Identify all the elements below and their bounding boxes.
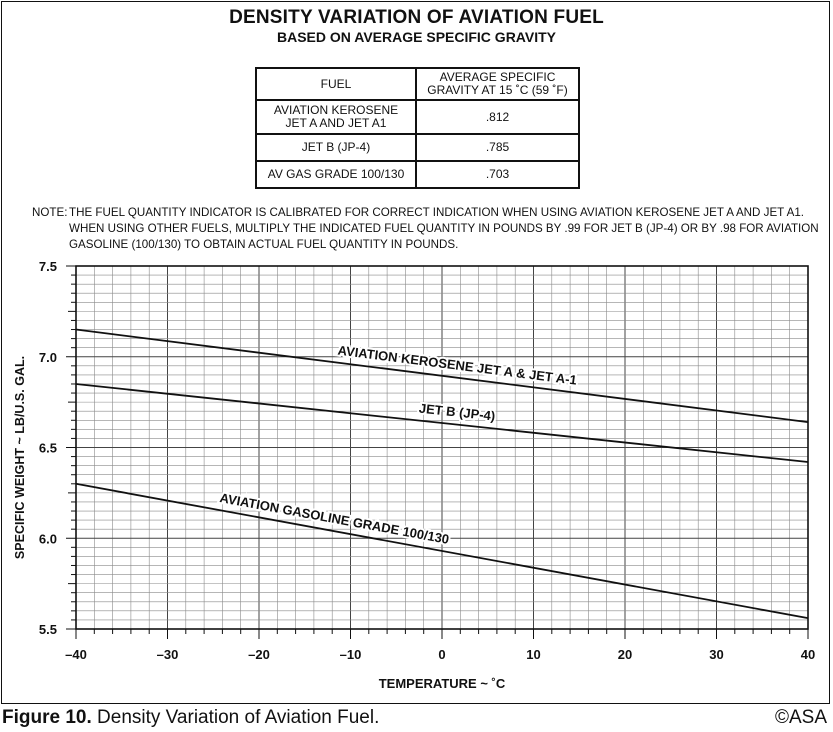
x-tick-label: –30 xyxy=(157,647,179,662)
table-row: JET B (JP-4) .785 xyxy=(255,133,580,162)
y-tick-label: 7.5 xyxy=(39,259,57,274)
series-line xyxy=(75,482,809,619)
chart-subtitle: BASED ON AVERAGE SPECIFIC GRAVITY xyxy=(277,29,556,45)
table-cell-fuel-line: AVIATION KEROSENE xyxy=(273,103,399,117)
y-tick-label: 7.0 xyxy=(39,350,57,365)
table-cell-fuel: AV GAS GRADE 100/130 xyxy=(255,160,417,189)
figure-caption: Figure 10. Density Variation of Aviation… xyxy=(2,707,379,729)
table-header-gravity-line: AVERAGE SPECIFIC xyxy=(439,70,556,84)
y-tick-label: 6.5 xyxy=(39,441,57,456)
figure-frame xyxy=(1,1,830,704)
y-axis-label: SPECIFIC WEIGHT ~ LB/U.S. GAL. xyxy=(13,356,27,559)
note-text: THE FUEL QUANTITY INDICATOR IS CALIBRATE… xyxy=(69,206,819,251)
table-header-gravity: AVERAGE SPECIFIC GRAVITY AT 15 ˚C (59 ˚F) xyxy=(415,67,580,101)
series-line xyxy=(75,328,809,423)
table-row: AV GAS GRADE 100/130 .703 xyxy=(255,160,580,189)
table-header-row: FUEL AVERAGE SPECIFIC GRAVITY AT 15 ˚C (5… xyxy=(255,67,580,101)
table-cell-fuel: JET B (JP-4) xyxy=(255,133,417,162)
x-tick-label: 30 xyxy=(709,647,723,662)
table-cell-fuel: AVIATION KEROSENE JET A AND JET A1 xyxy=(255,99,417,135)
x-tick-label: 20 xyxy=(618,647,632,662)
x-tick-label: 10 xyxy=(526,647,540,662)
table-cell-gravity: .812 xyxy=(415,99,580,135)
fuel-gravity-table: FUEL AVERAGE SPECIFIC GRAVITY AT 15 ˚C (5… xyxy=(255,67,580,189)
table-header-gravity-line: GRAVITY AT 15 ˚C (59 ˚F) xyxy=(427,83,568,97)
series-line xyxy=(75,383,809,463)
caption-label: Figure 10. xyxy=(2,707,92,728)
y-tick-label: 5.5 xyxy=(39,622,57,637)
x-axis-label: TEMPERATURE ~ ˚C xyxy=(379,676,506,691)
table-header-fuel: FUEL xyxy=(255,67,417,101)
y-tick-label: 6.0 xyxy=(39,531,57,546)
x-tick-label: –10 xyxy=(340,647,362,662)
density-chart: –40 –30 –20 –10 0 10 20 30 40 5.5 6.0 6.5 7.0 7.5 TEMP… xyxy=(13,259,815,691)
caption-text: Density Variation of Aviation Fuel. xyxy=(91,707,380,728)
x-tick-label: 0 xyxy=(438,647,445,662)
table-cell-gravity: .785 xyxy=(415,133,580,162)
x-tick-label: –20 xyxy=(248,647,270,662)
series-label: AVIATION KEROSENE JET A & JET A-1 xyxy=(337,343,578,388)
copyright: ©ASA xyxy=(774,707,827,728)
chart-title: DENSITY VARIATION OF AVIATION FUEL xyxy=(229,7,604,28)
table-cell-fuel-line: JET A AND JET A1 xyxy=(285,116,387,130)
x-tick-label: 40 xyxy=(801,647,815,662)
table-cell-gravity: .703 xyxy=(415,160,580,189)
x-tick-label: –40 xyxy=(65,647,87,662)
table-row: AVIATION KEROSENE JET A AND JET A1 .812 xyxy=(255,99,580,135)
note-label: NOTE: xyxy=(32,206,68,219)
